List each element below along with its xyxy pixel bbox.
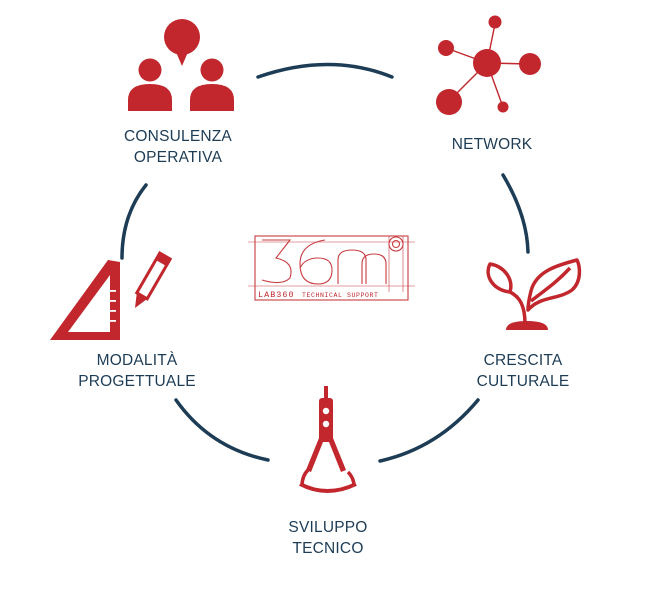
node-label-network: NETWORK bbox=[412, 134, 572, 155]
node-label-line: CRESCITA bbox=[483, 352, 563, 369]
arc-sviluppo-modalita bbox=[174, 398, 270, 462]
plant-sprout-icon bbox=[486, 258, 582, 330]
node-label-modalita: MODALITÀ PROGETTUALE bbox=[57, 350, 217, 392]
node-label-sviluppo: SVILUPPO TECNICO bbox=[248, 517, 408, 559]
network-nodes-icon bbox=[436, 15, 541, 115]
node-label-line: SVILUPPO bbox=[288, 519, 368, 536]
arc-crescita-sviluppo bbox=[378, 398, 480, 463]
arc-network-crescita bbox=[501, 173, 530, 254]
node-label-consulenza: CONSULENZA OPERATIVA bbox=[98, 126, 258, 168]
arc-modalita-consulenza bbox=[120, 183, 148, 260]
people-speech-icon bbox=[128, 19, 234, 111]
node-label-line: PROGETTUALE bbox=[78, 373, 196, 390]
node-label-line: TECNICO bbox=[292, 540, 364, 557]
node-label-line: NETWORK bbox=[451, 136, 533, 153]
node-label-line: CONSULENZA bbox=[124, 128, 232, 145]
compass-drafting-icon bbox=[299, 386, 357, 493]
logo-subtitle-text: TECHNICAL SUPPORT bbox=[302, 292, 379, 299]
logo-brand-text: LAB360 bbox=[258, 290, 295, 300]
cycle-arcs bbox=[120, 62, 530, 463]
node-label-line: CULTURALE bbox=[476, 373, 570, 390]
node-label-crescita: CRESCITA CULTURALE bbox=[443, 350, 603, 392]
arc-consulenza-network bbox=[256, 62, 394, 79]
node-label-line: MODALITÀ bbox=[96, 352, 178, 369]
lab360-logo: LAB360 TECHNICAL SUPPORT bbox=[248, 235, 415, 301]
node-label-line: OPERATIVA bbox=[133, 149, 223, 166]
set-square-pencil-icon bbox=[50, 250, 173, 340]
